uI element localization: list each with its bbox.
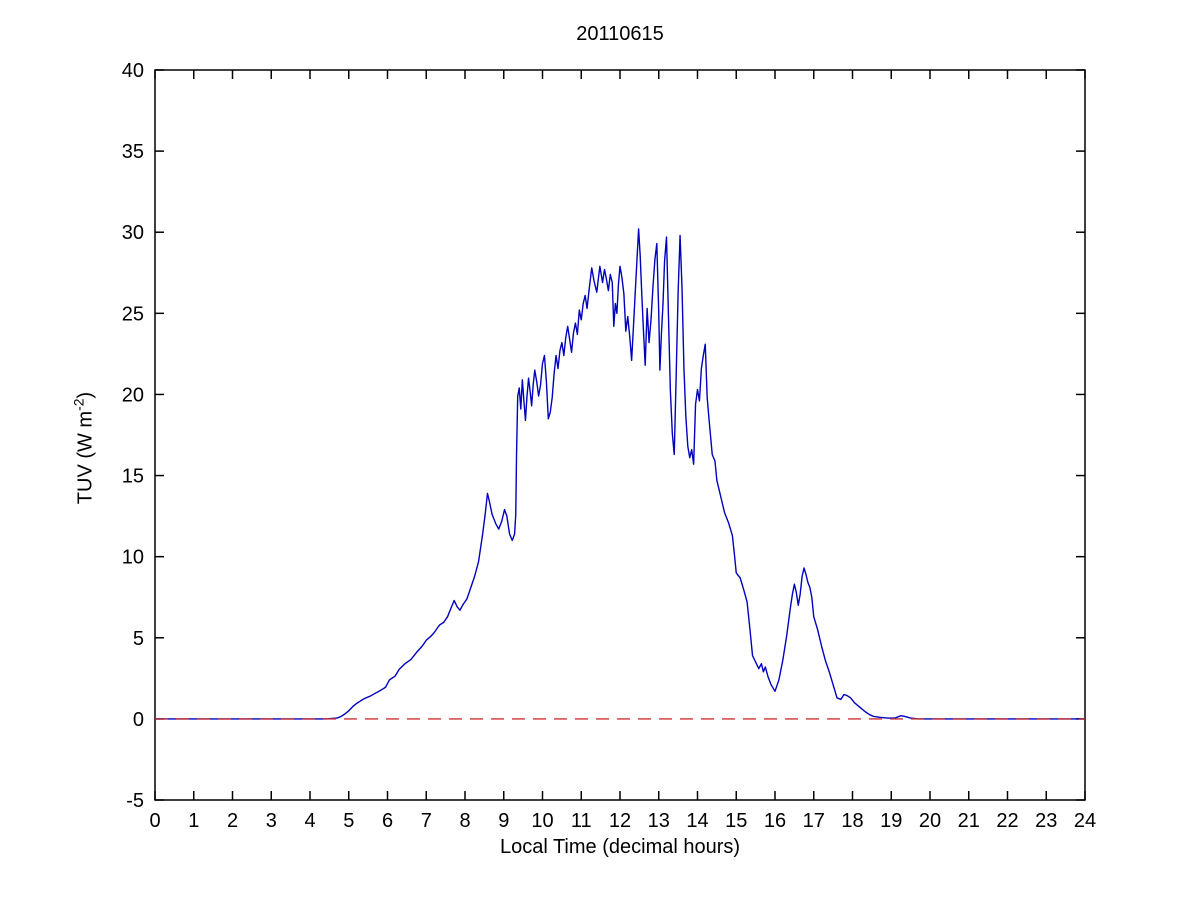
x-tick-label: 3 <box>266 810 277 832</box>
y-tick-label: 5 <box>133 628 144 650</box>
x-tick-label: 19 <box>880 810 902 832</box>
y-tick-label: 40 <box>122 60 144 82</box>
x-tick-label: 24 <box>1074 810 1096 832</box>
y-tick-label: 10 <box>122 547 144 569</box>
chart-title: 20110615 <box>576 23 664 45</box>
x-tick-label: 4 <box>304 810 315 832</box>
x-tick-label: 1 <box>188 810 199 832</box>
axes-box <box>154 69 1086 801</box>
x-tick-label: 7 <box>421 810 432 832</box>
y-tick-label: -5 <box>126 790 144 812</box>
y-axis-label-text: TUV (W m <box>74 410 97 505</box>
y-axis-label: TUV (W m-2) <box>71 392 98 504</box>
x-tick-label: 16 <box>764 810 786 832</box>
x-tick-label: 8 <box>459 810 470 832</box>
series-tuv-irradiance <box>155 228 1085 720</box>
x-tick-label: 20 <box>919 810 941 832</box>
y-axis-label-superscript: -2 <box>70 398 87 411</box>
x-tick-label: 9 <box>498 810 509 832</box>
x-tick-label: 21 <box>958 810 980 832</box>
y-tick-label: 25 <box>122 303 144 325</box>
x-tick-label: 5 <box>343 810 354 832</box>
x-tick-label: 2 <box>227 810 238 832</box>
x-tick-label: 15 <box>725 810 747 832</box>
x-tick-label: 18 <box>841 810 863 832</box>
y-tick-label: 20 <box>122 384 144 406</box>
y-tick-label: 30 <box>122 222 144 244</box>
x-axis-label: Local Time (decimal hours) <box>499 836 741 858</box>
x-tick-label: 22 <box>996 810 1018 832</box>
y-tick-label: 0 <box>133 709 144 731</box>
y-tick-label: 35 <box>122 141 144 163</box>
x-tick-label: 14 <box>686 810 708 832</box>
x-tick-label: 10 <box>531 810 553 832</box>
x-tick-label: 17 <box>803 810 825 832</box>
y-tick-label: 15 <box>122 466 144 488</box>
x-tick-label: 13 <box>648 810 670 832</box>
x-tick-label: 6 <box>382 810 393 832</box>
x-tick-label: 11 <box>571 810 592 832</box>
x-tick-label: 23 <box>1035 810 1057 832</box>
x-tick-label: 12 <box>609 810 631 832</box>
y-axis-label-close: ) <box>74 391 97 399</box>
x-tick-label: 0 <box>149 810 160 832</box>
